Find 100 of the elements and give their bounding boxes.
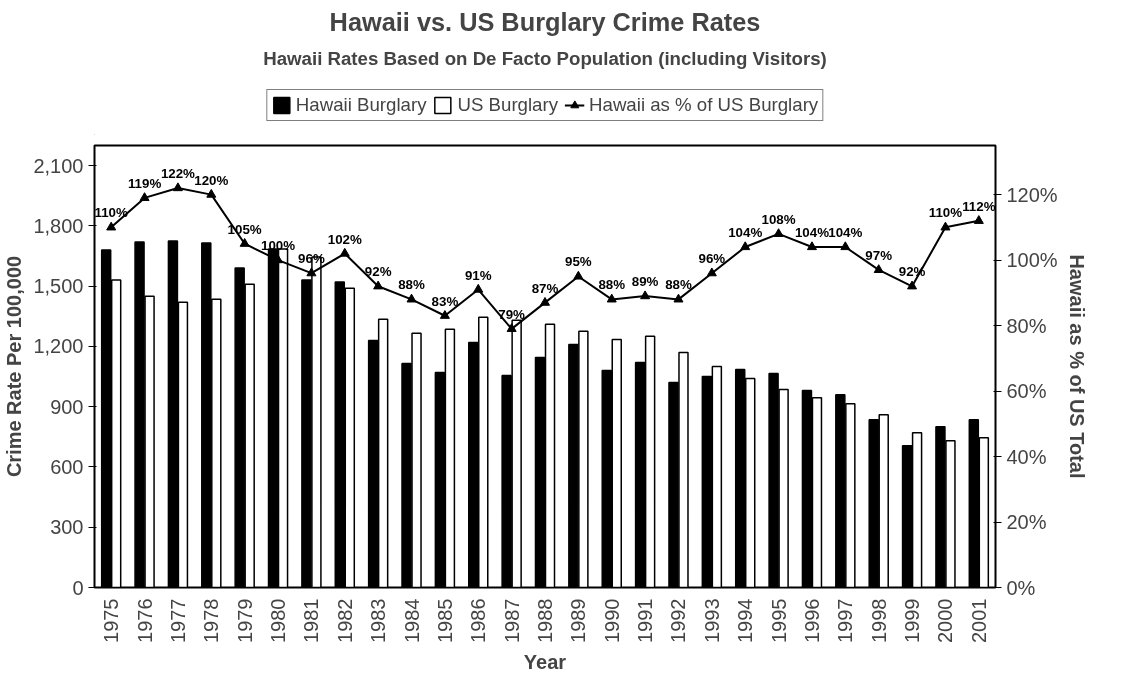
point bbox=[239, 238, 250, 247]
data-label: 110% bbox=[928, 205, 963, 221]
x-tick-label: 1985 bbox=[433, 598, 456, 643]
x-tick-label: 2000 bbox=[934, 598, 957, 643]
y-tick-label: 300 bbox=[50, 516, 84, 539]
point bbox=[373, 280, 384, 290]
point bbox=[706, 267, 717, 277]
data-label: 102% bbox=[327, 231, 362, 247]
point bbox=[473, 283, 484, 293]
point bbox=[573, 270, 584, 280]
legend-label: Hawaii as % of US Burglary bbox=[589, 94, 819, 116]
x-axis-title: Year bbox=[523, 650, 567, 673]
point bbox=[806, 241, 817, 251]
point bbox=[540, 296, 550, 306]
point bbox=[139, 192, 150, 201]
point bbox=[673, 293, 684, 303]
x-tick-label: 1995 bbox=[767, 598, 790, 643]
data-label: 119% bbox=[127, 175, 162, 191]
data-label: 97% bbox=[865, 247, 893, 263]
x-tick-label: 1987 bbox=[500, 598, 523, 643]
x-tick-label: 1999 bbox=[901, 598, 924, 643]
x-tick-label: 1988 bbox=[534, 598, 556, 643]
point bbox=[740, 241, 751, 251]
x-tick-label: 1986 bbox=[467, 598, 490, 643]
y-tick-label: 600 bbox=[50, 455, 84, 478]
y2-tick-label: 60% bbox=[1006, 380, 1047, 403]
data-label: 88% bbox=[398, 277, 426, 293]
y-tick-label: 900 bbox=[50, 395, 84, 418]
y2-tick-label: 20% bbox=[1006, 511, 1047, 534]
point bbox=[106, 221, 117, 231]
x-tick-label: 1989 bbox=[567, 598, 590, 643]
point bbox=[306, 267, 317, 277]
x-tick-label: 1992 bbox=[667, 598, 690, 643]
data-label: 83% bbox=[431, 293, 459, 309]
y2-axis-title: Hawaii as % of US Total bbox=[1065, 254, 1088, 479]
x-tick-label: 2001 bbox=[967, 598, 990, 643]
legend-label: Hawaii Burglary bbox=[295, 94, 427, 116]
x-tick-label: 1990 bbox=[600, 598, 623, 643]
point bbox=[439, 310, 450, 319]
y-tick-label: 0 bbox=[72, 576, 84, 599]
data-label: 88% bbox=[598, 277, 626, 293]
point bbox=[339, 247, 350, 257]
y-tick-label: 1,200 bbox=[33, 335, 84, 358]
point bbox=[973, 215, 984, 224]
x-tick-label: 1980 bbox=[267, 598, 290, 643]
x-tick-label: 1979 bbox=[233, 598, 256, 643]
data-label: 92% bbox=[364, 264, 392, 280]
data-label: 79% bbox=[498, 306, 526, 322]
point bbox=[940, 221, 951, 231]
x-tick-label: 1996 bbox=[800, 598, 823, 643]
legend-label: US Burglary bbox=[457, 94, 559, 116]
data-label: 122% bbox=[160, 166, 196, 182]
chart-subtitle: Hawaii Rates Based on De Facto Population (including Visitors) bbox=[263, 47, 827, 69]
y2-tick-label: 0% bbox=[1006, 576, 1036, 599]
x-tick-label: 1983 bbox=[367, 598, 390, 643]
y2-tick-label: 100% bbox=[1006, 249, 1058, 272]
data-label: 120% bbox=[194, 172, 229, 188]
point bbox=[907, 280, 918, 290]
data-label: 89% bbox=[631, 274, 659, 290]
x-tick-label: 1998 bbox=[867, 598, 890, 643]
data-label: 112% bbox=[962, 198, 996, 214]
x-tick-label: 1993 bbox=[700, 598, 723, 643]
x-tick-label: 1975 bbox=[100, 598, 123, 643]
y-axis-title: Crime Rate Per 100,000 bbox=[3, 255, 26, 478]
chart-title: Hawaii vs. US Burglary Crime Rates bbox=[329, 7, 761, 36]
x-tick-label: 1977 bbox=[166, 598, 189, 643]
x-tick-label: 1982 bbox=[333, 598, 356, 643]
point bbox=[773, 228, 784, 237]
data-label: 104% bbox=[828, 225, 863, 240]
y2-tick-label: 80% bbox=[1006, 314, 1047, 337]
data-label: 108% bbox=[761, 211, 796, 227]
y2-tick-label: 40% bbox=[1006, 445, 1047, 468]
x-tick-label: 1991 bbox=[634, 598, 657, 643]
x-tick-label: 1978 bbox=[200, 598, 223, 643]
y-tick-label: 2,100 bbox=[33, 154, 84, 177]
x-tick-label: 1984 bbox=[400, 598, 423, 643]
data-label: 104% bbox=[794, 225, 830, 240]
x-tick-label: 1997 bbox=[834, 598, 857, 643]
data-label: 96% bbox=[698, 251, 726, 267]
x-tick-label: 1994 bbox=[734, 598, 757, 643]
data-label: 95% bbox=[565, 254, 592, 270]
data-label: 100% bbox=[260, 238, 296, 254]
point bbox=[172, 182, 183, 192]
data-label: 104% bbox=[728, 225, 763, 240]
data-label: 87% bbox=[531, 280, 559, 296]
point bbox=[840, 241, 851, 251]
x-tick-label: 1981 bbox=[300, 598, 323, 643]
y-tick-label: 1,800 bbox=[33, 214, 84, 237]
point bbox=[206, 188, 217, 198]
y2-tick-label: 120% bbox=[1006, 183, 1058, 206]
data-label: 91% bbox=[464, 267, 492, 283]
point bbox=[873, 264, 884, 274]
point bbox=[406, 293, 417, 303]
y-tick-label: 1,500 bbox=[33, 275, 84, 298]
data-label: 110% bbox=[94, 205, 129, 221]
point bbox=[640, 290, 651, 300]
data-label: 88% bbox=[665, 277, 692, 293]
x-tick-label: 1976 bbox=[133, 598, 156, 643]
point bbox=[506, 323, 517, 332]
point bbox=[606, 293, 617, 303]
